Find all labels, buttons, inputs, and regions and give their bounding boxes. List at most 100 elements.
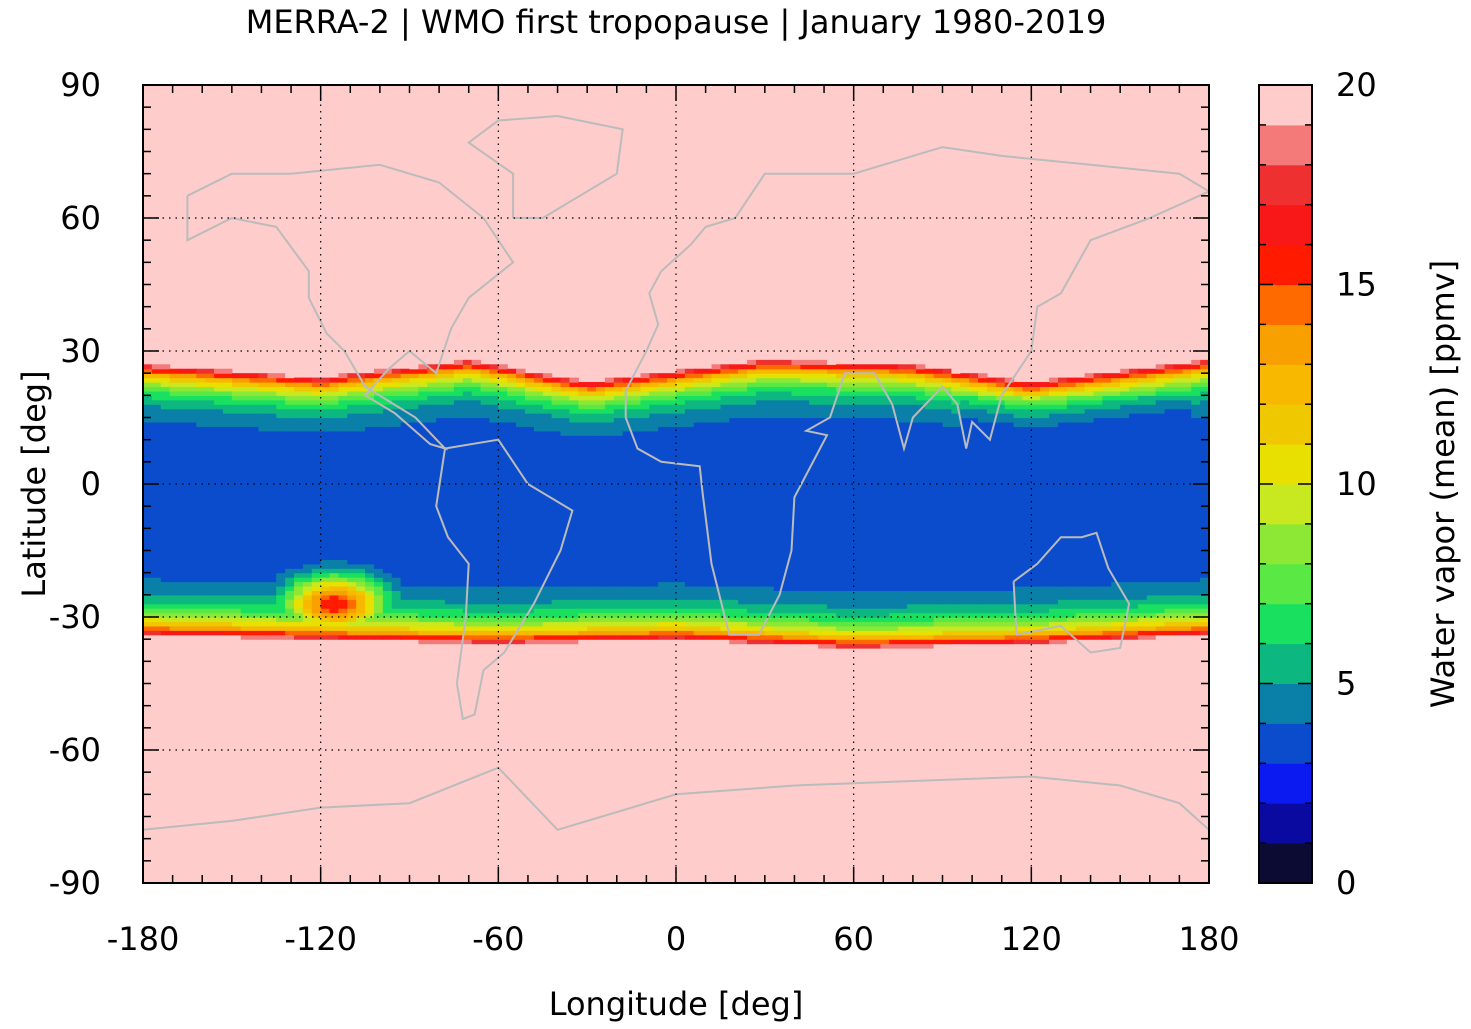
field-cell	[453, 492, 464, 498]
field-cell	[453, 461, 464, 467]
field-cell	[453, 417, 464, 423]
field-cell	[702, 515, 713, 521]
field-cell	[649, 563, 659, 569]
field-cell	[205, 430, 215, 436]
field-cell	[471, 413, 482, 419]
field-cell	[187, 603, 197, 609]
field-cell	[160, 368, 171, 374]
field-cell	[391, 417, 402, 423]
field-cell	[160, 528, 171, 534]
field-cell	[835, 510, 846, 516]
field-cell	[560, 541, 570, 547]
field-cell	[445, 444, 455, 450]
field-cell	[285, 625, 295, 631]
field-cell	[693, 577, 704, 583]
field-cell	[560, 426, 570, 432]
field-cell	[169, 444, 180, 450]
field-cell	[747, 528, 757, 534]
field-cell	[729, 621, 739, 627]
field-cell	[196, 590, 206, 596]
field-cell	[294, 506, 304, 512]
field-cell	[231, 457, 242, 463]
field-cell	[844, 625, 855, 631]
field-cell	[187, 546, 197, 552]
field-cell	[755, 603, 766, 609]
field-cell	[365, 625, 375, 631]
field-cell	[427, 541, 437, 547]
field-cell	[391, 617, 402, 623]
field-cell	[622, 532, 633, 538]
field-cell	[311, 599, 322, 605]
field-cell	[169, 435, 180, 441]
field-cell	[498, 492, 508, 498]
field-cell	[729, 634, 739, 640]
field-cell	[676, 541, 686, 547]
field-cell	[533, 492, 544, 498]
field-cell	[738, 572, 748, 578]
field-cell	[729, 435, 739, 441]
field-cell	[356, 457, 366, 463]
field-cell	[169, 621, 180, 627]
field-cell	[853, 523, 864, 529]
field-cell	[338, 484, 348, 490]
field-cell	[169, 492, 180, 498]
field-cell	[462, 519, 473, 525]
field-cell	[702, 488, 713, 494]
field-cell	[240, 554, 251, 560]
field-cell	[542, 501, 553, 507]
field-cell	[453, 408, 464, 414]
field-cell	[507, 506, 517, 512]
field-cell	[169, 506, 180, 512]
field-cell	[391, 634, 402, 640]
field-cell	[827, 532, 837, 538]
field-cell	[160, 515, 171, 521]
field-cell	[240, 541, 251, 547]
field-cell	[311, 532, 322, 538]
field-cell	[427, 532, 437, 538]
field-cell	[276, 457, 286, 463]
field-cell	[516, 426, 526, 432]
field-cell	[720, 585, 730, 591]
field-cell	[480, 519, 491, 525]
field-cell	[427, 484, 437, 490]
field-cell	[720, 408, 730, 414]
field-cell	[791, 386, 801, 392]
field-cell	[533, 435, 544, 441]
field-cell	[764, 546, 775, 552]
field-cell	[258, 373, 268, 379]
field-cell	[569, 377, 579, 383]
field-cell	[302, 452, 313, 458]
field-cell	[738, 439, 748, 445]
field-cell	[436, 577, 446, 583]
field-cell	[214, 617, 224, 623]
field-cell	[214, 448, 224, 454]
field-cell	[818, 479, 828, 485]
field-cell	[773, 448, 784, 454]
field-cell	[738, 368, 748, 374]
field-cell	[373, 390, 384, 396]
field-cell	[702, 590, 713, 596]
field-cell	[382, 421, 393, 427]
field-cell	[285, 550, 295, 556]
field-cell	[347, 634, 357, 640]
field-cell	[231, 439, 242, 445]
field-cell	[453, 439, 464, 445]
field-cell	[489, 546, 499, 552]
field-cell	[285, 421, 295, 427]
field-cell	[844, 466, 855, 472]
field-cell	[276, 515, 286, 521]
field-cell	[676, 368, 686, 374]
field-cell	[214, 590, 224, 596]
field-cell	[418, 395, 428, 401]
field-cell	[702, 421, 713, 427]
field-cell	[258, 413, 268, 419]
field-cell	[365, 426, 375, 432]
field-cell	[844, 577, 855, 583]
field-cell	[151, 475, 162, 481]
field-cell	[613, 475, 624, 481]
field-cell	[453, 430, 464, 436]
field-cell	[631, 630, 642, 636]
field-cell	[533, 395, 544, 401]
field-cell	[729, 625, 739, 631]
field-cell	[169, 448, 180, 454]
